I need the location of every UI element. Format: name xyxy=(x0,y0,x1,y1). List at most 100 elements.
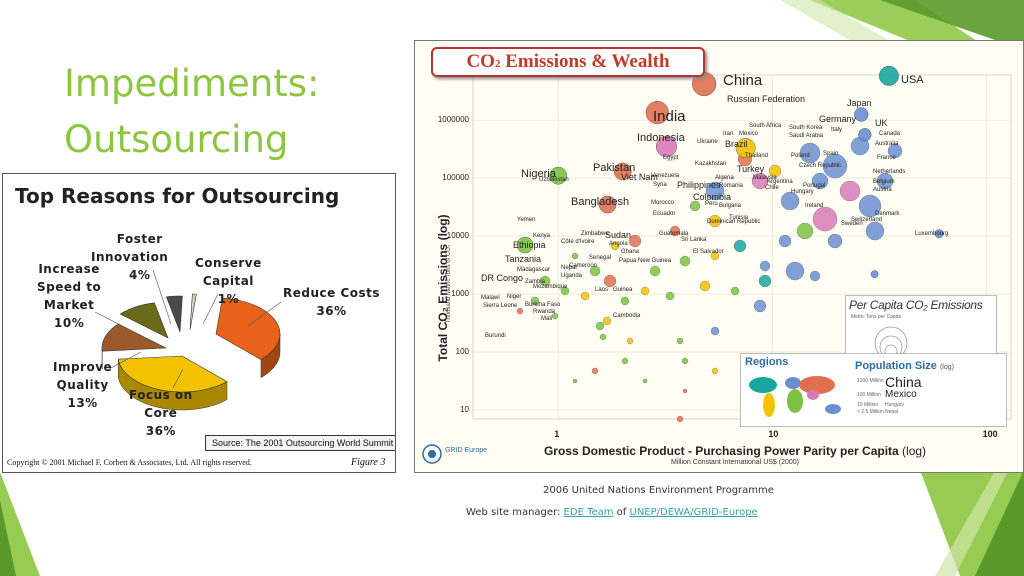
country-label-senegal: Senegal xyxy=(589,255,612,261)
country-label-sri-lanka: Sri Lanka xyxy=(681,237,707,243)
country-bubble xyxy=(679,255,691,267)
footer-prefix: Web site manager: xyxy=(466,507,564,518)
country-bubble-brazil xyxy=(735,138,756,158)
country-bubble xyxy=(710,251,720,261)
country-label-ireland: Ireland xyxy=(805,203,824,209)
country-bubble xyxy=(591,367,599,375)
pie-label-text: Innovation xyxy=(91,250,169,264)
pie-label-improve-quality: Improve Quality 13% xyxy=(53,358,112,412)
regions-legend-title: Regions xyxy=(745,356,789,368)
country-label-c-te-d-ivoire: Côte d'Ivoire xyxy=(561,239,595,245)
deco-shape-5 xyxy=(0,500,16,576)
pie-label-conserve-capital: Conserve Capital 1% xyxy=(195,254,262,308)
country-label-kenya: Kenya xyxy=(533,233,551,239)
country-label-denmark: Denmark xyxy=(875,211,900,217)
country-label-france: France xyxy=(877,155,896,161)
country-label-nigeria: Nigeria xyxy=(521,168,556,180)
pie-leader-line xyxy=(202,293,219,325)
country-label-guatemala: Guatemala xyxy=(659,231,689,237)
pie-slice-focus-on-core xyxy=(117,355,228,393)
country-label-syria: Syria xyxy=(653,182,667,188)
unep-grid-europe-link[interactable]: UNEP/DEWA/GRID-Europe xyxy=(629,507,758,518)
population-size-4: < 2.5 Million xyxy=(857,409,884,415)
country-label-malawi: Malawi xyxy=(481,295,500,301)
country-bubble xyxy=(649,265,661,277)
country-bubble xyxy=(811,172,829,190)
country-label-dr-congo: DR Congo xyxy=(481,273,524,283)
footer-credit: 2006 United Nations Environment Programm… xyxy=(543,485,774,496)
country-label-burundi: Burundi xyxy=(485,333,506,339)
country-bubble xyxy=(580,291,590,301)
co2-title-prefix: CO xyxy=(466,51,495,72)
country-bubble xyxy=(839,180,861,202)
country-label-indonesia: Indonesia xyxy=(637,132,685,144)
country-label-turkey: Turkey xyxy=(737,164,765,174)
per-capita-legend-title: Per Capita CO₂ Emissions xyxy=(849,298,983,312)
country-label-colombia: Colombia xyxy=(693,192,732,202)
country-label-germany: Germany xyxy=(819,114,857,124)
country-bubble xyxy=(699,280,711,292)
country-bubble-pakistan xyxy=(613,162,632,181)
pie-leader-line xyxy=(172,368,184,389)
country-bubble xyxy=(865,221,885,241)
pie-slice-increase-speed-to-market xyxy=(119,302,169,339)
country-bubble xyxy=(551,312,559,320)
pie-chart xyxy=(94,269,282,411)
country-bubble xyxy=(681,357,689,365)
country-label-mozambique: Mozambique xyxy=(533,284,568,290)
co2-x-tick-label: 1 xyxy=(554,429,560,439)
population-label-hungary: Hungary xyxy=(885,402,904,408)
country-bubble xyxy=(599,333,607,341)
country-label-angola: Angola xyxy=(609,241,628,247)
country-label-romania: Romania xyxy=(719,183,744,189)
co2-x-tick-label: 100 xyxy=(982,429,998,439)
pie-figure-number: Figure 3 xyxy=(351,457,386,468)
population-size-1: 1300 Million xyxy=(857,378,884,384)
pie-label-text: Speed to xyxy=(37,280,102,294)
country-bubble xyxy=(620,296,630,306)
country-bubble xyxy=(799,142,821,164)
country-bubble xyxy=(887,143,903,159)
country-label-rwanda: Rwanda xyxy=(533,309,556,315)
pie-label-value: 36% xyxy=(316,304,347,318)
country-bubble xyxy=(758,274,772,288)
country-label-morocco: Morocco xyxy=(651,200,675,206)
country-label-belgium: Belgium xyxy=(873,179,895,185)
co2-title-suffix: Emissions & Wealth xyxy=(500,51,670,72)
footer-mid: of xyxy=(613,507,630,518)
country-label-chile: Chile xyxy=(765,185,779,191)
country-bubble xyxy=(753,299,767,313)
country-bubble xyxy=(602,316,612,326)
country-label-tunisia: Tunisia xyxy=(729,215,749,221)
country-label-italy: Italy xyxy=(831,127,843,133)
country-bubble xyxy=(682,388,688,394)
country-label-argentina: Argentina xyxy=(767,179,793,185)
country-label-poland: Poland xyxy=(791,153,810,159)
country-bubble-bangladesh xyxy=(598,195,617,214)
country-bubble xyxy=(610,241,620,251)
co2-x-axis-subtitle: Million Constant International US$ (2000… xyxy=(670,459,799,466)
population-legend-title: Population Size (log) xyxy=(855,360,954,372)
country-bubble xyxy=(751,172,769,190)
country-bubble xyxy=(812,206,838,232)
country-label-ecuador: Ecuador xyxy=(653,211,676,217)
country-label-uganda: Uganda xyxy=(561,273,583,279)
unep-logo xyxy=(422,444,442,464)
country-label-saudi-arabia: Saudi Arabia xyxy=(789,133,824,139)
country-bubble xyxy=(530,296,540,306)
country-bubble xyxy=(676,337,684,345)
country-label-ukraine: Ukraine xyxy=(697,139,718,145)
grid-europe-logo-text: GRID Europe xyxy=(445,447,488,454)
co2-y-tick-label: 1000 xyxy=(451,289,469,299)
world-map-icon xyxy=(749,376,841,417)
country-bubble-nigeria xyxy=(549,166,568,185)
ede-team-link[interactable]: EDE Team xyxy=(563,507,614,518)
country-label-burkina-faso: Burkina Faso xyxy=(525,302,561,308)
co2-x-axis-title-text: Gross Domestic Product - Purchasing Powe… xyxy=(543,444,899,458)
country-label-guinea: Guinea xyxy=(613,287,633,293)
country-bubble xyxy=(539,275,551,287)
pie-label-text: Conserve xyxy=(195,256,262,270)
country-label-nepal: Nepal xyxy=(561,265,577,271)
pie-label-reduce-costs: Reduce Costs 36% xyxy=(283,284,380,320)
